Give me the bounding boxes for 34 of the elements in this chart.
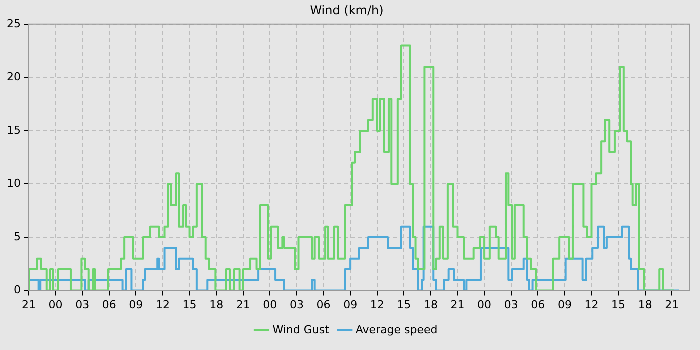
x-tick-label: 09 (129, 298, 144, 312)
x-tick-label: 00 (263, 298, 278, 312)
x-tick-label: 12 (370, 298, 384, 312)
x-tick-label: 21 (236, 298, 250, 312)
x-tick-label: 00 (478, 298, 492, 312)
x-tick-label: 12 (156, 298, 170, 312)
y-tick-label: 25 (6, 17, 21, 30)
x-tick-label: 15 (397, 298, 412, 312)
legend-label: Wind Gust (272, 323, 330, 336)
x-tick-label: 09 (344, 298, 358, 312)
x-tick-label: 18 (638, 298, 652, 312)
x-tick-label: 03 (290, 298, 304, 312)
x-tick-label: 03 (504, 298, 518, 312)
chart-title: Wind (km/h) (310, 3, 384, 18)
x-tick-label: 06 (531, 298, 546, 312)
x-tick-label: 06 (316, 298, 331, 312)
x-tick-label: 21 (22, 298, 36, 312)
y-tick-label: 15 (6, 124, 21, 137)
y-tick-label: 10 (6, 177, 21, 190)
x-tick-label: 15 (612, 298, 626, 312)
x-tick-label: 18 (210, 298, 224, 312)
y-tick-label: 5 (14, 230, 21, 244)
x-tick-label: 06 (102, 298, 116, 312)
x-tick-label: 03 (76, 298, 90, 312)
y-tick-label: 0 (14, 284, 21, 297)
x-tick-label: 12 (584, 298, 599, 312)
x-tick-label: 15 (182, 298, 197, 312)
legend-label: Average speed (356, 323, 438, 336)
x-tick-label: 18 (424, 298, 438, 312)
x-tick-label: 21 (665, 298, 680, 312)
x-tick-label: 21 (450, 298, 465, 312)
y-tick-label: 20 (6, 70, 21, 84)
x-tick-label: 00 (48, 298, 63, 312)
x-tick-label: 09 (558, 298, 572, 312)
